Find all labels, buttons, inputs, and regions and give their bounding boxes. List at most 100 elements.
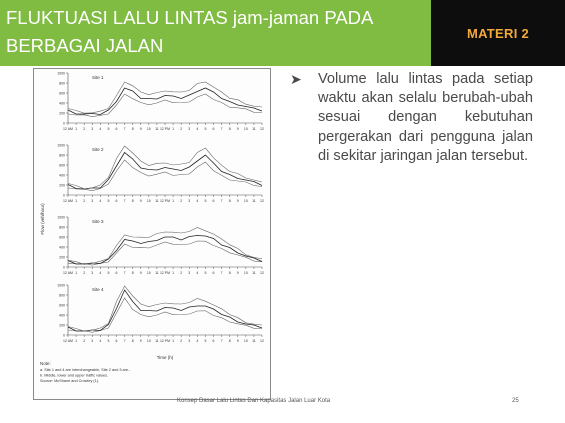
materi-badge-label: MATERI 2 [466,25,530,41]
x-tick-label: 4 [196,199,198,203]
note-label: Note: [40,361,51,366]
x-tick-label: 3 [188,199,190,203]
x-tick-label: 8 [229,127,231,131]
y-axis-label: Flow (veh/hour) [40,203,45,235]
arrow-bullet-icon: ➤ [290,71,302,87]
x-tick-label: 9 [237,127,239,131]
x-tick-label: 3 [91,339,93,343]
y-tick-label: 800 [59,226,65,230]
x-tick-label: 1 [172,339,174,343]
note-line: a. Site 1 and 4 are interchangeable, Sit… [40,368,131,372]
x-tick-label: 10 [244,199,248,203]
y-tick-label: 1000 [57,144,65,148]
x-tick-label: 10 [147,199,151,203]
traffic-curve-site3 [67,227,263,265]
x-tick-label: 4 [196,271,198,275]
y-tick-label: 0 [63,194,65,198]
x-tick-label: 9 [140,199,142,203]
x-tick-label: 4 [196,339,198,343]
y-tick-label: 1000 [57,216,65,220]
traffic-curve-site1 [67,81,263,114]
site-label-3: Site 3 [92,219,104,224]
x-tick-label: 10 [244,339,248,343]
x-tick-label: 8 [132,339,134,343]
x-tick-label: 9 [237,339,239,343]
title-bar: FLUKTUASI LALU LINTAS jam-jaman PADA BER… [0,0,431,66]
x-tick-label: 4 [99,199,101,203]
x-tick-label: 8 [132,199,134,203]
traffic-curve-site4 [67,289,263,332]
x-tick-label: 2 [83,339,85,343]
x-tick-label: 9 [237,271,239,275]
bullet-point: ➤ Volume lalu lintas pada setiap waktu a… [290,70,533,166]
y-tick-label: 400 [59,174,65,178]
note-line: b. Middle, lower and upper traffic value… [40,374,108,378]
x-tick-label: 12 [260,199,264,203]
x-tick-label: 3 [188,271,190,275]
x-tick-label: 6 [116,271,118,275]
x-tick-label: 1 [172,199,174,203]
x-tick-label: 1 [172,271,174,275]
x-tick-label: 5 [107,339,109,343]
traffic-fluctuation-figure: Flow (veh/hour) Site 1 1000 800 600 400 200 0 12… [33,68,271,400]
x-tick-label: 12 [260,127,264,131]
site-label-2: Site 2 [92,147,104,152]
x-tick-label: 12 [260,271,264,275]
x-tick-label: 4 [99,271,101,275]
x-tick-label: 7 [124,199,126,203]
x-tick-label: 7 [124,127,126,131]
traffic-curve-site2 [67,151,263,190]
traffic-curve-site3 [67,240,263,266]
traffic-curve-site4 [67,285,263,332]
x-tick-label: 12 PM [160,339,170,343]
x-tick-label: 4 [99,339,101,343]
x-tick-label: 11 [252,199,256,203]
x-tick-label: 5 [204,339,206,343]
note-line: Source: McShane and Crowley (1). [40,379,99,383]
x-tick-label: 5 [204,271,206,275]
x-tick-label: 1 [75,271,77,275]
x-tick-label: 9 [140,271,142,275]
x-tick-label: 10 [147,271,151,275]
x-tick-label: 7 [221,339,223,343]
x-tick-label: 5 [107,271,109,275]
x-tick-label: 11 [252,127,256,131]
x-tick-label: 8 [229,339,231,343]
page-number: 25 [512,398,519,404]
x-tick-label: 3 [91,199,93,203]
x-axis-label: Time (h) [157,355,174,360]
x-tick-label: 10 [244,127,248,131]
traffic-chart-svg: Flow (veh/hour)Site 11000800600400200012… [40,72,264,384]
x-tick-label: 3 [188,339,190,343]
slide-title: FLUKTUASI LALU LINTAS jam-jaman PADA BER… [6,7,373,56]
x-tick-label: 1 [75,127,77,131]
y-tick-label: 0 [63,266,65,270]
x-tick-label: 8 [132,127,134,131]
x-tick-label: 2 [83,199,85,203]
x-tick-label: 10 [147,127,151,131]
x-tick-label: 12 PM [160,127,170,131]
y-tick-label: 400 [59,314,65,318]
traffic-curve-site1 [67,87,263,115]
x-tick-label: 7 [221,199,223,203]
x-tick-label: 12 AM [63,271,73,275]
x-tick-label: 12 [260,339,264,343]
x-tick-label: 6 [213,199,215,203]
x-tick-label: 9 [237,199,239,203]
y-tick-label: 800 [59,154,65,158]
y-tick-label: 200 [59,256,65,260]
y-tick-label: 200 [59,184,65,188]
bullet-text: Volume lalu lintas pada setiap waktu aka… [318,71,533,164]
x-tick-label: 11 [155,339,159,343]
x-tick-label: 12 PM [160,271,170,275]
traffic-curve-site2 [67,145,263,190]
x-tick-label: 10 [244,271,248,275]
x-tick-label: 11 [252,271,256,275]
x-tick-label: 5 [204,199,206,203]
x-tick-label: 3 [91,271,93,275]
y-tick-label: 800 [59,82,65,86]
x-tick-label: 3 [188,127,190,131]
x-tick-label: 5 [107,199,109,203]
y-tick-label: 0 [63,122,65,126]
x-tick-label: 2 [83,127,85,131]
